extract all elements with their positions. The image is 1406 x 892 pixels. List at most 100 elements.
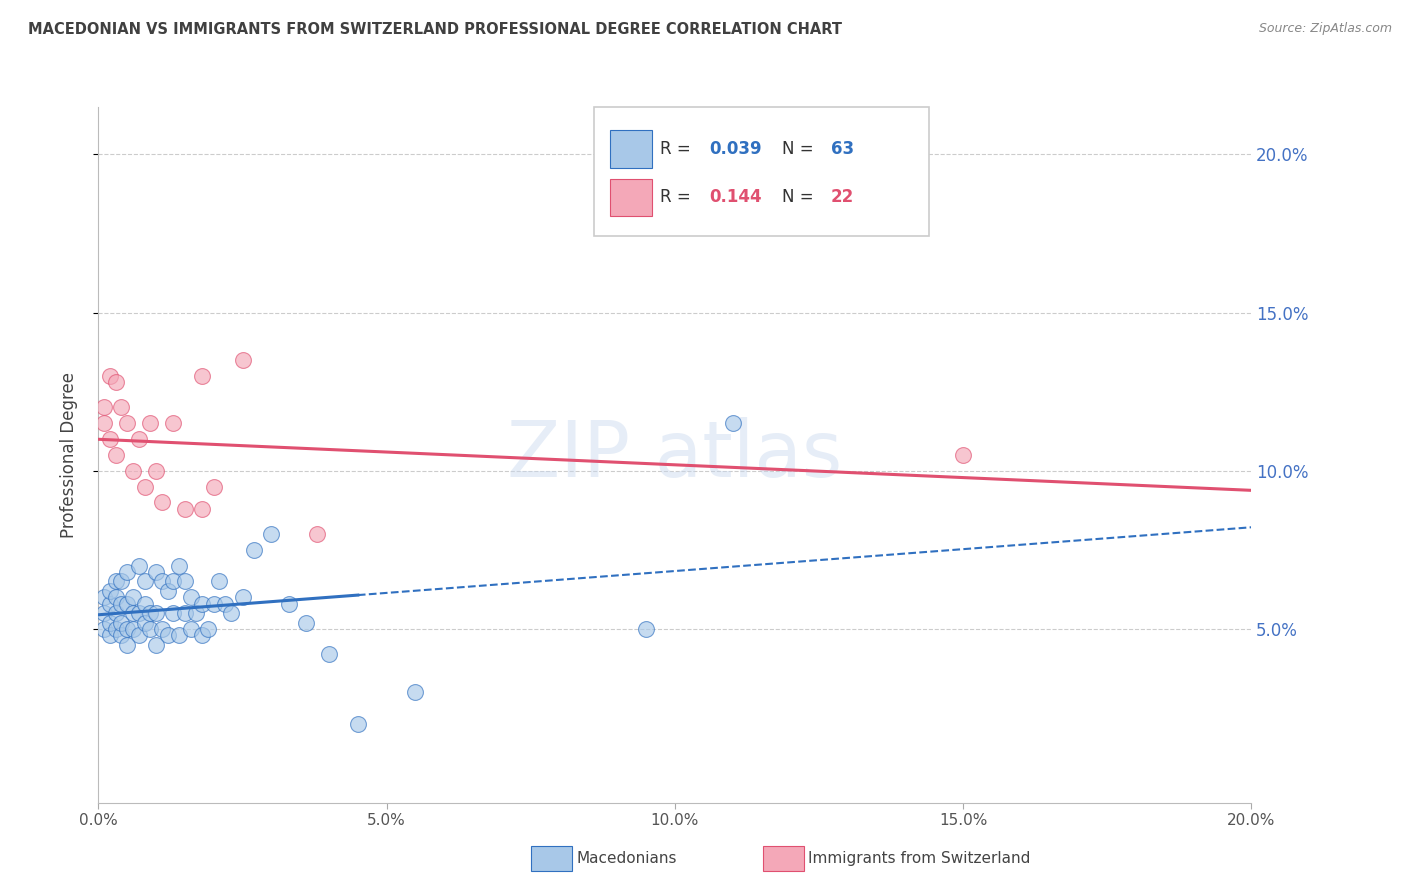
- Point: [93, 622, 115, 636]
- Point: [98, 583, 121, 598]
- Point: [104, 622, 127, 636]
- Point: [117, 638, 139, 652]
- Point: [197, 622, 219, 636]
- Point: [174, 606, 197, 620]
- Point: [110, 597, 132, 611]
- Point: [156, 583, 179, 598]
- Point: [128, 606, 150, 620]
- Point: [208, 574, 231, 589]
- Point: [162, 606, 184, 620]
- Point: [110, 615, 132, 630]
- Point: [174, 574, 197, 589]
- Point: [231, 591, 254, 605]
- Point: [721, 417, 744, 431]
- Point: [122, 622, 145, 636]
- Point: [93, 591, 115, 605]
- Y-axis label: Professional Degree: Professional Degree: [59, 372, 77, 538]
- Text: 22: 22: [831, 188, 853, 206]
- Text: 63: 63: [831, 140, 853, 158]
- Point: [104, 574, 127, 589]
- Point: [167, 558, 190, 573]
- Point: [98, 368, 121, 383]
- FancyBboxPatch shape: [595, 107, 928, 235]
- Text: N =: N =: [782, 140, 818, 158]
- Point: [145, 464, 167, 478]
- Text: MACEDONIAN VS IMMIGRANTS FROM SWITZERLAND PROFESSIONAL DEGREE CORRELATION CHART: MACEDONIAN VS IMMIGRANTS FROM SWITZERLAN…: [28, 22, 842, 37]
- Point: [214, 597, 236, 611]
- Point: [150, 622, 173, 636]
- Point: [202, 479, 225, 493]
- Point: [93, 417, 115, 431]
- Point: [122, 591, 145, 605]
- Text: R =: R =: [659, 188, 696, 206]
- Point: [134, 597, 156, 611]
- Point: [180, 622, 202, 636]
- Point: [122, 606, 145, 620]
- Point: [191, 597, 214, 611]
- Point: [139, 417, 162, 431]
- Point: [117, 622, 139, 636]
- FancyBboxPatch shape: [610, 178, 652, 216]
- Text: Macedonians: Macedonians: [576, 851, 676, 865]
- Point: [191, 501, 214, 516]
- Point: [122, 464, 145, 478]
- Point: [104, 606, 127, 620]
- Point: [128, 628, 150, 642]
- Point: [260, 527, 283, 541]
- Point: [150, 495, 173, 509]
- Point: [162, 417, 184, 431]
- Point: [150, 574, 173, 589]
- Point: [405, 685, 427, 699]
- Point: [180, 591, 202, 605]
- Point: [93, 606, 115, 620]
- Point: [156, 628, 179, 642]
- Text: 0.039: 0.039: [710, 140, 762, 158]
- Point: [307, 527, 329, 541]
- Text: ZIP atlas: ZIP atlas: [508, 417, 842, 493]
- Point: [243, 542, 266, 557]
- Text: Immigrants from Switzerland: Immigrants from Switzerland: [808, 851, 1031, 865]
- Point: [202, 597, 225, 611]
- Text: Source: ZipAtlas.com: Source: ZipAtlas.com: [1258, 22, 1392, 36]
- Point: [98, 597, 121, 611]
- Point: [117, 565, 139, 579]
- Point: [98, 628, 121, 642]
- Point: [186, 606, 208, 620]
- Point: [346, 716, 368, 731]
- Point: [98, 615, 121, 630]
- Point: [636, 622, 658, 636]
- Point: [174, 501, 197, 516]
- Point: [134, 479, 156, 493]
- Point: [167, 628, 190, 642]
- FancyBboxPatch shape: [610, 130, 652, 168]
- Point: [128, 558, 150, 573]
- Point: [145, 638, 167, 652]
- Point: [139, 606, 162, 620]
- Point: [145, 565, 167, 579]
- Point: [277, 597, 299, 611]
- Point: [219, 606, 242, 620]
- Point: [145, 606, 167, 620]
- Point: [191, 368, 214, 383]
- Point: [104, 448, 127, 462]
- Text: N =: N =: [782, 188, 818, 206]
- Point: [191, 628, 214, 642]
- Point: [162, 574, 184, 589]
- Point: [128, 432, 150, 446]
- Point: [295, 615, 318, 630]
- Point: [93, 401, 115, 415]
- Point: [318, 647, 340, 661]
- Point: [952, 448, 974, 462]
- Point: [117, 597, 139, 611]
- Text: 0.144: 0.144: [710, 188, 762, 206]
- Point: [231, 353, 254, 368]
- Point: [104, 375, 127, 389]
- Point: [110, 401, 132, 415]
- Text: R =: R =: [659, 140, 696, 158]
- Point: [110, 628, 132, 642]
- Point: [139, 622, 162, 636]
- Point: [134, 615, 156, 630]
- Point: [134, 574, 156, 589]
- Point: [117, 417, 139, 431]
- Point: [110, 574, 132, 589]
